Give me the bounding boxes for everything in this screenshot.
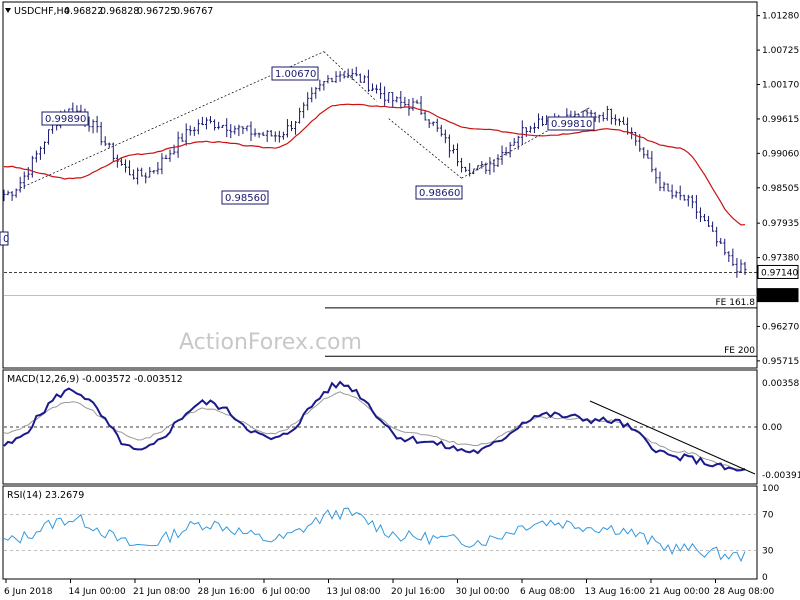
macd-layer: MACD(12,26,9) -0.003572 -0.003512 bbox=[3, 374, 757, 475]
header-low: 0.96725 bbox=[137, 6, 176, 17]
rsi-tick-label: 0 bbox=[762, 573, 768, 583]
macd-title: MACD(12,26,9) -0.003572 -0.003512 bbox=[7, 374, 183, 385]
level-tag: 0.97140 bbox=[761, 268, 798, 278]
x-axis-label: 14 Jun 00:00 bbox=[69, 587, 126, 597]
swing-line-3 bbox=[461, 106, 592, 179]
x-axis-label: 21 Aug 00:00 bbox=[649, 587, 710, 597]
rsi-tick-label: 30 bbox=[762, 546, 774, 556]
swing-label-4: 0.98660 bbox=[419, 188, 460, 199]
x-axis-label: 21 Jun 08:00 bbox=[133, 587, 190, 597]
header-high: 0.96828 bbox=[100, 6, 139, 17]
rsi-layer: RSI(14) 23.2679 bbox=[3, 490, 757, 563]
header-open: 0.96822 bbox=[64, 6, 103, 17]
rsi-title: RSI(14) 23.2679 bbox=[7, 490, 84, 501]
swing-label-2: 0.99890 bbox=[45, 114, 86, 125]
label-layer: 1.00670 0.99890 0.98560 0.98660 0.99810 0 0.97… bbox=[0, 66, 799, 356]
current-price-tag: 0.96767 bbox=[761, 292, 798, 302]
watermark: ActionForex.com bbox=[179, 330, 362, 355]
swing-label-2-box bbox=[41, 111, 89, 126]
swing-label-3-box bbox=[221, 190, 269, 205]
left-edge-label: 0 bbox=[3, 234, 9, 245]
x-axis-label: 30 Jul 00:00 bbox=[456, 587, 510, 597]
swing-label-5: 0.99810 bbox=[551, 119, 592, 130]
price-tick-label: 0.95715 bbox=[762, 357, 799, 367]
fe-200-label: FE 200 bbox=[724, 346, 755, 356]
price-tick-label: 0.97380 bbox=[762, 254, 799, 264]
macd-tick-label: -0.003912 bbox=[762, 471, 800, 481]
price-tick-label: 1.00725 bbox=[762, 46, 799, 56]
x-axis-label: 6 Aug 08:00 bbox=[520, 587, 575, 597]
dropdown-arrow-icon[interactable] bbox=[5, 8, 11, 13]
rsi-line bbox=[3, 507, 746, 563]
price-tick-label: 1.01280 bbox=[762, 12, 799, 22]
swing-label-3: 0.98560 bbox=[225, 193, 266, 204]
macd-line bbox=[3, 380, 746, 472]
macd-tick-label: 0.003581 bbox=[762, 379, 800, 389]
price-tick-label: 0.98505 bbox=[762, 184, 799, 194]
header-symbol: USDCHF,H4 bbox=[14, 6, 70, 17]
price-tick-label: 0.97935 bbox=[762, 219, 799, 229]
swing-label-5-box bbox=[547, 116, 595, 131]
rsi-tick-label: 70 bbox=[762, 511, 774, 521]
price-panel-frame bbox=[2, 1, 758, 369]
swing-label-high-box bbox=[271, 66, 319, 81]
moving-average-line bbox=[3, 103, 746, 226]
macd-trendline bbox=[589, 400, 756, 475]
swing-label-4-box bbox=[415, 185, 463, 200]
x-axis-label: 28 Jun 16:00 bbox=[198, 587, 255, 597]
chart-header: USDCHF,H4 0.96822 0.96828 0.96725 0.9676… bbox=[5, 6, 213, 17]
macd-panel-frame bbox=[2, 369, 758, 485]
axis-layer: 1.01280 1.00725 1.00170 0.99615 0.99060 0.985… bbox=[4, 12, 800, 597]
x-axis-label: 6 Jul 00:00 bbox=[262, 587, 311, 597]
x-axis-label: 13 Jul 08:00 bbox=[327, 587, 381, 597]
x-axis-label: 6 Jun 2018 bbox=[4, 587, 53, 597]
rsi-panel-frame bbox=[2, 485, 758, 580]
price-tick-label: 1.00170 bbox=[762, 81, 799, 91]
rsi-tick-label: 100 bbox=[762, 484, 779, 494]
macd-tick-label: 0.00 bbox=[762, 423, 782, 433]
x-axis-label: 20 Jul 16:00 bbox=[391, 587, 445, 597]
level-tag-box bbox=[757, 264, 799, 279]
header-close: 0.96767 bbox=[174, 6, 213, 17]
price-tick-label: 0.96270 bbox=[762, 322, 799, 332]
price-tick-label: 0.99060 bbox=[762, 149, 799, 159]
left-edge-label-box bbox=[0, 231, 9, 246]
swing-label-high: 1.00670 bbox=[275, 69, 316, 80]
current-price-tag-box bbox=[757, 288, 799, 303]
x-axis-label: 13 Aug 16:00 bbox=[585, 587, 646, 597]
price-tick-label: 0.99615 bbox=[762, 115, 799, 125]
fe-161-label: FE 161.8 bbox=[716, 298, 756, 308]
x-axis-label: 28 Aug 08:00 bbox=[714, 587, 775, 597]
swing-line-1 bbox=[323, 51, 377, 102]
